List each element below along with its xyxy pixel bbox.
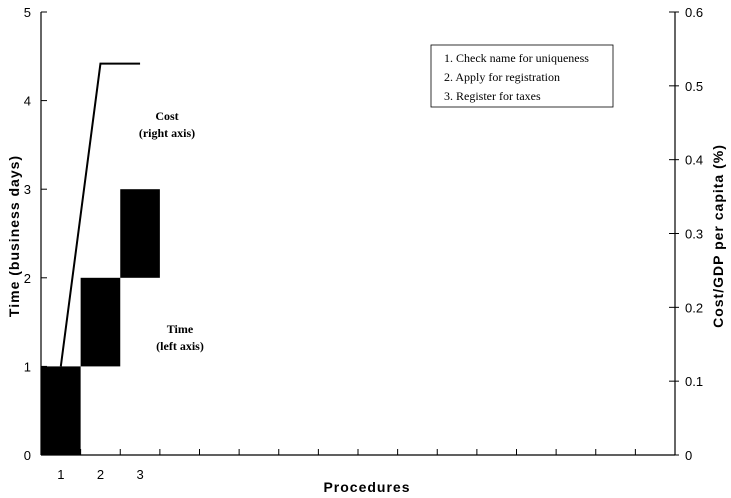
- right-y-tick-label: 0: [685, 448, 692, 463]
- left-y-tick-label: 5: [24, 5, 31, 20]
- legend-item-1: 1. Check name for uniqueness: [444, 51, 589, 65]
- left-y-tick-label: 4: [24, 94, 31, 109]
- right-y-tick-label: 0.2: [685, 300, 703, 315]
- right-y-tick-label: 0.4: [685, 153, 703, 168]
- time-bar-procedure-1: [41, 366, 81, 455]
- x-axis-title: Procedures: [323, 479, 410, 495]
- legend-item-2: 2. Apply for registration: [444, 70, 560, 84]
- left-y-tick-label: 2: [24, 271, 31, 286]
- legend-box: [430, 44, 614, 108]
- left-y-tick-label: 3: [24, 182, 31, 197]
- right-y-axis-title: Cost/GDP per capita (%): [710, 144, 726, 328]
- cost-line: [59, 62, 141, 367]
- x-tick-label: 2: [97, 467, 104, 482]
- left-y-axis-title: Time (business days): [6, 155, 22, 317]
- right-y-tick-label: 0.1: [685, 374, 703, 389]
- axes: 0 1 2 3 4 5 0 0.1 0.2 0.3 0.4 0.5 0.6 1 2 3: [24, 5, 703, 482]
- cost-annotation-line-2: (right axis): [139, 126, 195, 140]
- left-y-tick-label: 1: [24, 359, 31, 374]
- left-y-tick-label: 0: [24, 448, 31, 463]
- cost-annotation: Cost (right axis): [139, 109, 195, 140]
- right-y-tick-label: 0.5: [685, 79, 703, 94]
- cost-line-series: [59, 62, 141, 367]
- x-tick-label: 1: [57, 467, 64, 482]
- x-tick-label: 3: [136, 467, 143, 482]
- time-annotation-line-2: (left axis): [156, 339, 204, 353]
- right-y-tick-label: 0.6: [685, 5, 703, 20]
- legend-item-3: 3. Register for taxes: [444, 89, 541, 103]
- time-bars: [41, 189, 160, 455]
- time-annotation: Time (left axis): [156, 322, 204, 353]
- time-bar-procedure-3: [120, 189, 160, 278]
- time-bar-procedure-2: [80, 277, 121, 367]
- right-y-tick-label: 0.3: [685, 227, 703, 242]
- cost-annotation-line-1: Cost: [155, 109, 178, 123]
- legend: 1. Check name for uniqueness 2. Apply fo…: [430, 44, 614, 108]
- time-annotation-line-1: Time: [167, 322, 194, 336]
